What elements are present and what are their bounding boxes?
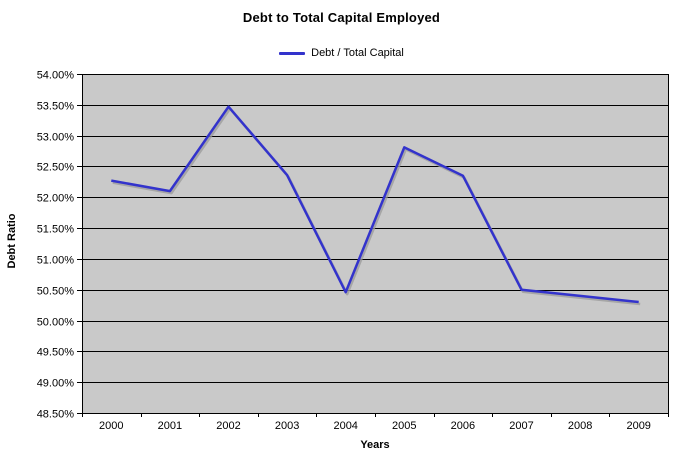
y-tick-label: 51.50% — [37, 224, 75, 236]
series-line — [111, 105, 639, 304]
series-line-shadow — [112, 107, 641, 306]
x-tick-label: 2007 — [509, 420, 533, 432]
legend-line-swatch — [279, 51, 306, 55]
y-tick-label: 52.00% — [37, 193, 75, 205]
plot-background — [82, 74, 668, 413]
x-tick-label: 2001 — [158, 420, 182, 432]
x-tick-label: 2009 — [626, 420, 650, 432]
y-tick-label: 51.00% — [37, 255, 75, 267]
y-tick-label: 53.50% — [37, 101, 75, 113]
y-tick-label: 53.00% — [37, 132, 75, 144]
x-tick-label: 2005 — [392, 420, 416, 432]
x-tick-label: 2008 — [568, 420, 592, 432]
chart-title: Debt to Total Capital Employed — [242, 10, 441, 25]
y-tick-label: 54.00% — [37, 70, 75, 82]
y-tick-label: 48.50% — [37, 409, 75, 421]
x-tick-label: 2004 — [333, 420, 357, 432]
x-tick-label: 2003 — [275, 420, 299, 432]
y-tick-label: 49.00% — [37, 378, 75, 390]
legend: Debt / Total Capital — [0, 47, 683, 59]
x-axis-title: Years — [360, 439, 390, 451]
y-tick-label: 50.00% — [37, 317, 75, 329]
legend-label: Debt / Total Capital — [311, 47, 404, 59]
y-tick-label: 50.50% — [37, 286, 75, 298]
x-tick-label: 2000 — [99, 420, 123, 432]
x-tick-label: 2006 — [451, 420, 475, 432]
x-tick-label: 2002 — [216, 420, 240, 432]
y-tick-label: 52.50% — [37, 162, 75, 174]
y-tick-label: 49.50% — [37, 347, 75, 359]
